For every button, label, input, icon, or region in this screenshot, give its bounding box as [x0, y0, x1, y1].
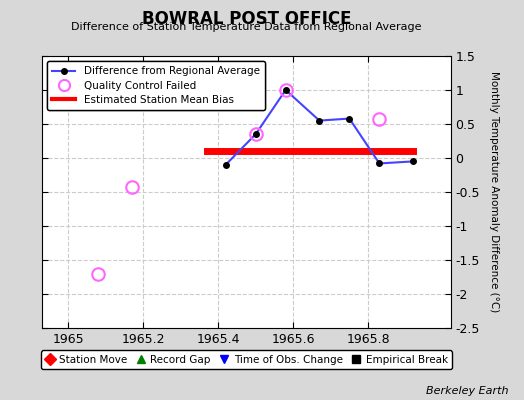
Text: BOWRAL POST OFFICE: BOWRAL POST OFFICE: [141, 10, 351, 28]
Legend: Station Move, Record Gap, Time of Obs. Change, Empirical Break: Station Move, Record Gap, Time of Obs. C…: [40, 350, 452, 369]
Text: Berkeley Earth: Berkeley Earth: [426, 386, 508, 396]
Legend: Difference from Regional Average, Quality Control Failed, Estimated Station Mean: Difference from Regional Average, Qualit…: [47, 61, 265, 110]
Text: Difference of Station Temperature Data from Regional Average: Difference of Station Temperature Data f…: [71, 22, 421, 32]
Y-axis label: Monthly Temperature Anomaly Difference (°C): Monthly Temperature Anomaly Difference (…: [489, 71, 499, 313]
